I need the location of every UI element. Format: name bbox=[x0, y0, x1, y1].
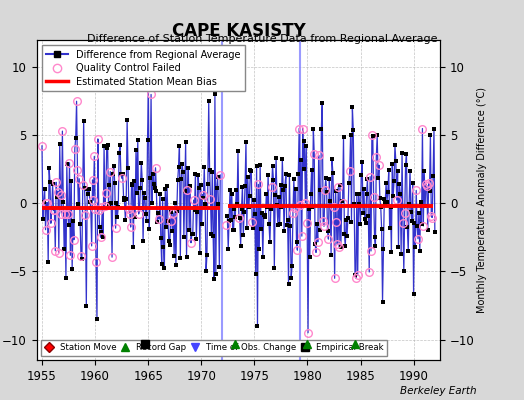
Text: Berkeley Earth: Berkeley Earth bbox=[400, 386, 477, 396]
Legend: Station Move, Record Gap, Time of Obs. Change, Empirical Break: Station Move, Record Gap, Time of Obs. C… bbox=[41, 340, 387, 356]
Y-axis label: Monthly Temperature Anomaly Difference (°C): Monthly Temperature Anomaly Difference (… bbox=[477, 87, 487, 313]
Text: Difference of Station Temperature Data from Regional Average: Difference of Station Temperature Data f… bbox=[87, 34, 437, 44]
Title: CAPE KASISTY: CAPE KASISTY bbox=[171, 22, 305, 40]
